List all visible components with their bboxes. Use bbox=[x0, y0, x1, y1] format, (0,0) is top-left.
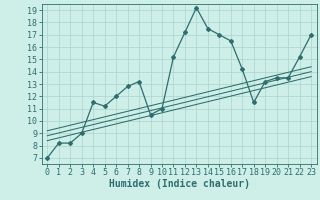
X-axis label: Humidex (Indice chaleur): Humidex (Indice chaleur) bbox=[109, 179, 250, 189]
